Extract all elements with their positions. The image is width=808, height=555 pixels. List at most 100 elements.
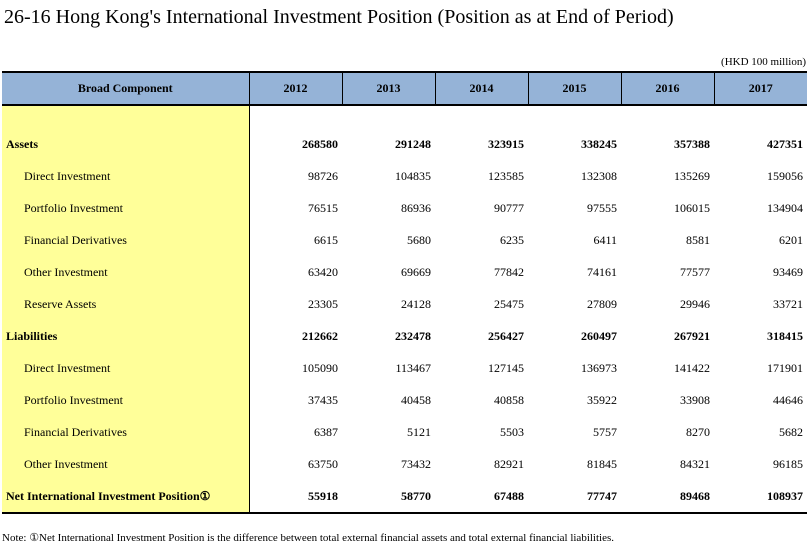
cell-value: 232478: [395, 328, 431, 343]
cell-value: 29946: [680, 296, 710, 311]
cell-value: 90777: [494, 200, 524, 215]
cell-value: 5682: [779, 424, 803, 439]
cell-value: 40458: [401, 392, 431, 407]
cell-value: 5503: [500, 424, 524, 439]
investment-position-table: Broad Component 2012 2013 2014 2015 2016…: [2, 71, 807, 514]
footnote: Note: ①Net International Investment Posi…: [2, 532, 615, 544]
cell-value: 58770: [342, 480, 435, 514]
cell-value: 63420: [308, 264, 338, 279]
cell-value: 123585: [488, 168, 524, 183]
cell-value: 76515: [308, 200, 338, 215]
header-year-2012: 2012: [248, 71, 342, 106]
table-row: Portfolio Investment 76515 86936 90777 9…: [2, 192, 807, 224]
cell-value: 44646: [773, 392, 803, 407]
table-row-liabilities: Liabilities 212662 232478 256427 260497 …: [2, 320, 807, 352]
cell-value: 267921: [674, 328, 710, 343]
header-broad-component: Broad Component: [2, 71, 249, 106]
table-row-net-position: Net International Investment Position① 5…: [2, 480, 807, 514]
header-row: Broad Component 2012 2013 2014 2015 2016…: [2, 71, 807, 106]
table-row: Direct Investment 98726 104835 123585 13…: [2, 160, 807, 192]
cell-value: 338245: [581, 136, 617, 151]
cell-value: 73432: [401, 456, 431, 471]
row-label: Direct Investment: [2, 160, 250, 192]
cell-value: 5680: [407, 232, 431, 247]
cell-value: 55918: [249, 480, 342, 514]
cell-value: 67488: [435, 480, 528, 514]
cell-value: 98726: [308, 168, 338, 183]
cell-value: 141422: [674, 360, 710, 375]
cell-value: 86936: [401, 200, 431, 215]
header-year-2014: 2014: [434, 71, 528, 106]
cell-value: 37435: [308, 392, 338, 407]
row-label: Portfolio Investment: [2, 192, 250, 224]
cell-value: 113467: [395, 360, 431, 375]
row-label: Assets: [2, 128, 250, 160]
row-label: Liabilities: [2, 320, 250, 352]
cell-value: 5121: [407, 424, 431, 439]
table-row: Reserve Assets 23305 24128 25475 27809 2…: [2, 288, 807, 320]
row-label: Financial Derivatives: [2, 416, 250, 448]
table-row: Other Investment 63420 69669 77842 74161…: [2, 256, 807, 288]
unit-label: (HKD 100 million): [721, 56, 806, 68]
cell-value: 97555: [587, 200, 617, 215]
cell-value: 159056: [767, 168, 803, 183]
cell-value: 6615: [314, 232, 338, 247]
cell-value: 27809: [587, 296, 617, 311]
spacer-row: [2, 105, 807, 128]
cell-value: 24128: [401, 296, 431, 311]
cell-value: 105090: [302, 360, 338, 375]
spacer-label-cell: [2, 105, 250, 128]
cell-value: 268580: [302, 136, 338, 151]
cell-value: 134904: [767, 200, 803, 215]
header-year-2013: 2013: [341, 71, 435, 106]
cell-value: 5757: [593, 424, 617, 439]
cell-value: 33721: [773, 296, 803, 311]
cell-value: 6235: [500, 232, 524, 247]
cell-value: 127145: [488, 360, 524, 375]
row-label: Other Investment: [2, 256, 250, 288]
cell-value: 35922: [587, 392, 617, 407]
cell-value: 82921: [494, 456, 524, 471]
cell-value: 8581: [686, 232, 710, 247]
cell-value: 8270: [686, 424, 710, 439]
cell-value: 93469: [773, 264, 803, 279]
cell-value: 74161: [587, 264, 617, 279]
row-label: Other Investment: [2, 448, 250, 480]
row-label: Net International Investment Position①: [2, 480, 250, 514]
cell-value: 81845: [587, 456, 617, 471]
table-row: Portfolio Investment 37435 40458 40858 3…: [2, 384, 807, 416]
cell-value: 260497: [581, 328, 617, 343]
cell-value: 63750: [308, 456, 338, 471]
cell-value: 33908: [680, 392, 710, 407]
table-row: Financial Derivatives 6615 5680 6235 641…: [2, 224, 807, 256]
header-year-2016: 2016: [620, 71, 714, 106]
cell-value: 77747: [528, 480, 621, 514]
cell-value: 108937: [714, 480, 807, 514]
table-row: Financial Derivatives 6387 5121 5503 575…: [2, 416, 807, 448]
cell-value: 104835: [395, 168, 431, 183]
cell-value: 106015: [674, 200, 710, 215]
cell-value: 171901: [767, 360, 803, 375]
cell-value: 318415: [767, 328, 803, 343]
cell-value: 323915: [488, 136, 524, 151]
table-row-assets: Assets 268580 291248 323915 338245 35738…: [2, 128, 807, 160]
cell-value: 77842: [494, 264, 524, 279]
cell-value: 6387: [314, 424, 338, 439]
row-label: Direct Investment: [2, 352, 250, 384]
cell-value: 212662: [302, 328, 338, 343]
cell-value: 77577: [680, 264, 710, 279]
cell-value: 96185: [773, 456, 803, 471]
cell-value: 132308: [581, 168, 617, 183]
cell-value: 6411: [593, 232, 617, 247]
row-label: Portfolio Investment: [2, 384, 250, 416]
cell-value: 6201: [779, 232, 803, 247]
cell-value: 357388: [674, 136, 710, 151]
cell-value: 89468: [621, 480, 714, 514]
cell-value: 40858: [494, 392, 524, 407]
cell-value: 291248: [395, 136, 431, 151]
cell-value: 25475: [494, 296, 524, 311]
cell-value: 135269: [674, 168, 710, 183]
cell-value: 427351: [767, 136, 803, 151]
table-row: Direct Investment 105090 113467 127145 1…: [2, 352, 807, 384]
cell-value: 69669: [401, 264, 431, 279]
